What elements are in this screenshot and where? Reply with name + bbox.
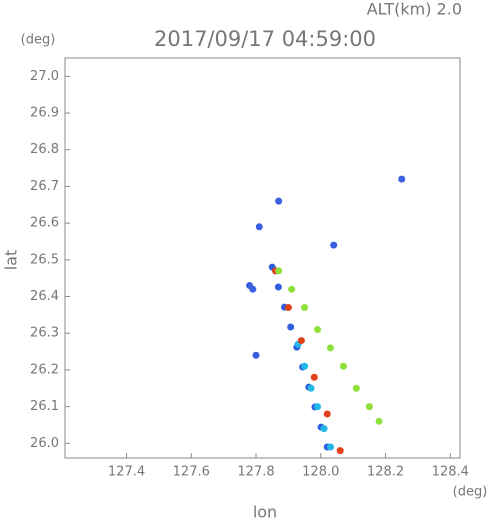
echo-point bbox=[307, 384, 315, 392]
altitude-label: ALT(km) 2.0 bbox=[367, 0, 462, 19]
echo-point bbox=[310, 373, 318, 381]
y-tick-label: 27.0 bbox=[30, 69, 59, 84]
y-tick-label: 26.3 bbox=[30, 326, 59, 341]
echo-point bbox=[284, 304, 292, 312]
x-tick-label: 128.2 bbox=[367, 465, 404, 480]
y-tick-label: 26.4 bbox=[30, 289, 59, 304]
echo-point bbox=[275, 267, 283, 275]
chart-title: 2017/09/17 04:59:00 bbox=[154, 27, 376, 51]
echo-point bbox=[352, 384, 360, 392]
echo-point bbox=[330, 241, 338, 249]
echo-point bbox=[301, 304, 309, 312]
y-tick-label: 26.8 bbox=[30, 142, 59, 157]
echo-point bbox=[274, 283, 282, 291]
x-tick-label: 127.6 bbox=[173, 465, 210, 480]
echo-point bbox=[326, 443, 334, 451]
x-tick-label: 128.0 bbox=[302, 465, 339, 480]
y-tick-label: 26.5 bbox=[30, 252, 59, 267]
echo-point bbox=[320, 425, 328, 433]
echo-point bbox=[314, 326, 322, 334]
x-tick-label: 127.8 bbox=[237, 465, 274, 480]
y-tick-label: 26.9 bbox=[30, 106, 59, 121]
y-axis-label: lat bbox=[2, 250, 21, 271]
x-axis-label: lon bbox=[253, 503, 277, 521]
x-unit: (deg) bbox=[453, 485, 488, 500]
y-tick-label: 26.6 bbox=[30, 216, 59, 231]
echo-point bbox=[275, 197, 283, 205]
echo-point bbox=[323, 410, 331, 418]
echo-point bbox=[287, 323, 295, 331]
x-tick-label: 128.4 bbox=[432, 465, 469, 480]
echo-point bbox=[255, 223, 263, 231]
y-tick-label: 26.7 bbox=[30, 179, 59, 194]
y-tick-label: 26.2 bbox=[30, 362, 59, 377]
y-unit: (deg) bbox=[21, 33, 56, 48]
echo-point bbox=[252, 351, 260, 359]
echo-point bbox=[297, 337, 305, 345]
x-tick-label: 127.4 bbox=[108, 465, 145, 480]
echo-point bbox=[339, 362, 347, 370]
y-tick-label: 26.1 bbox=[30, 399, 59, 414]
y-tick-label: 26.0 bbox=[30, 436, 59, 451]
echo-point bbox=[314, 403, 322, 411]
echo-point bbox=[336, 447, 344, 455]
echo-point bbox=[301, 362, 309, 370]
echo-point bbox=[398, 175, 406, 183]
echo-point bbox=[375, 417, 383, 425]
plot-frame bbox=[64, 57, 461, 459]
echo-point bbox=[288, 285, 296, 293]
echo-point bbox=[249, 285, 257, 293]
echo-point bbox=[326, 344, 334, 352]
echo-point bbox=[365, 403, 373, 411]
